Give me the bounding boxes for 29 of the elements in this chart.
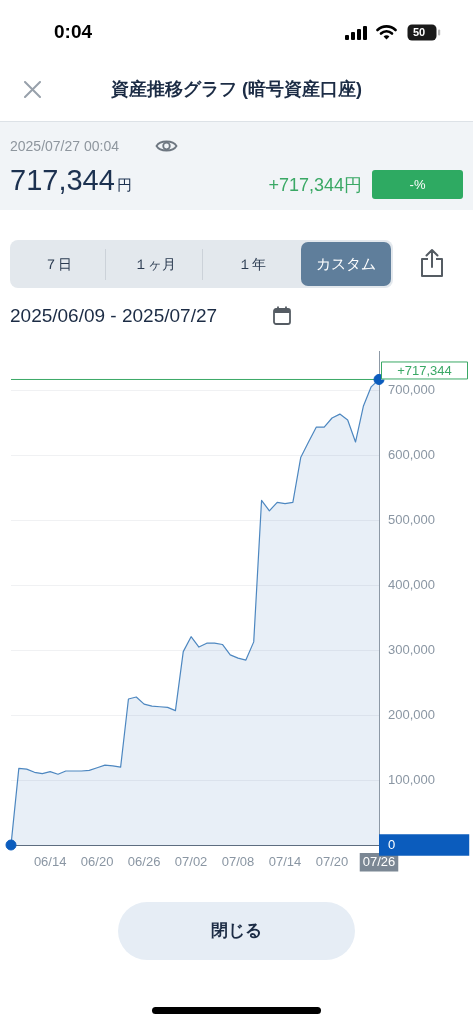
text: 2025/07/27 00:04 xyxy=(10,138,119,154)
y-tick-label: 0 xyxy=(388,836,396,852)
y-tick-label: 300,000 xyxy=(388,641,435,657)
text: 閉じる xyxy=(210,921,263,940)
text: 0:04 xyxy=(54,21,93,42)
x-tick-label: 06/20 xyxy=(80,854,114,870)
text: +717,344円 xyxy=(268,175,362,195)
x-tick-label: 06/14 xyxy=(33,854,67,870)
x-tick-label: 07/14 xyxy=(268,854,302,870)
y-tick-label: 700,000 xyxy=(388,382,435,398)
text: 50 xyxy=(411,26,427,38)
text: １年 xyxy=(236,256,267,272)
chart-title: 資産推移グラフ (暗号資産口座) xyxy=(110,79,363,99)
y-tick-label: 600,000 xyxy=(388,447,435,463)
text: １ヶ月 xyxy=(132,256,177,272)
x-tick-label: 07/08 xyxy=(221,854,255,870)
x-tick-label: 07/26 xyxy=(362,854,396,870)
chart-subtitle: 2025/06/09 - 2025/07/27 xyxy=(10,305,218,326)
text: カスタム xyxy=(315,255,377,272)
text: ７日 xyxy=(42,256,73,272)
y-tick-label: 400,000 xyxy=(388,577,435,592)
y-tick-label: 500,000 xyxy=(388,512,435,528)
x-tick-label: 07/02 xyxy=(174,854,208,870)
y-tick-label: 200,000 xyxy=(388,706,435,722)
x-tick-label: 07/20 xyxy=(315,854,349,870)
ref-line-label: +717,344 xyxy=(397,363,452,379)
x-tick-label: 06/26 xyxy=(127,854,161,870)
y-tick-label: 100,000 xyxy=(388,771,435,787)
text: -% xyxy=(408,177,427,192)
